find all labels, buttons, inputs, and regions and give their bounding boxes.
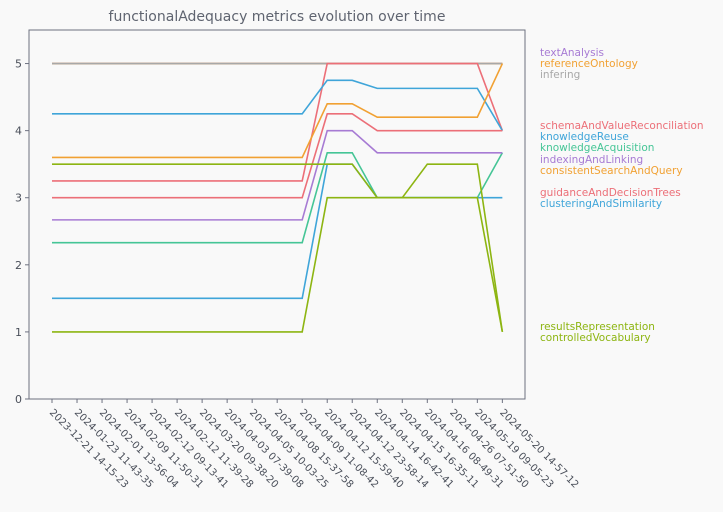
y-tick-label: 2: [15, 259, 22, 272]
series-line-knowledgeReuse: [52, 79, 504, 132]
series-label-consistentSearchAndQuery: consistentSearchAndQuery: [540, 165, 683, 177]
y-ticks: 0 1 2 3 4 5: [15, 58, 29, 406]
y-tick-label: 4: [15, 125, 22, 138]
series-line-indexingAndLinking: [52, 129, 503, 221]
series-label-clusteringAndSimilarity: clusteringAndSimilarity: [540, 198, 662, 210]
y-tick-label: 3: [15, 192, 22, 205]
series-label-knowledgeAcquisition: knowledgeAcquisition: [540, 142, 654, 154]
y-tick-label: 1: [15, 326, 22, 339]
series-label-knowledgeReuse: knowledgeReuse: [540, 131, 629, 143]
series-lines: [52, 62, 504, 333]
series-label-schemaAndValueReconciliation: schemaAndValueReconciliation: [540, 120, 704, 132]
series-label-textAnalysis: textAnalysis: [540, 47, 604, 59]
series-line-consistentSearchAndQuery: [52, 63, 504, 159]
y-tick-label: 5: [15, 58, 22, 71]
series-label-infering: infering: [540, 69, 580, 81]
series-line-controlledVocabulary: [52, 163, 504, 333]
series-label-guidanceAndDecisionTrees: guidanceAndDecisionTrees: [540, 187, 681, 199]
series-line-resultsRepresentation: [52, 163, 504, 333]
series-label-controlledVocabulary: controlledVocabulary: [540, 332, 651, 344]
series-line-schemaAndValueReconciliation: [52, 62, 504, 182]
y-tick-label: 0: [15, 393, 22, 406]
series-label-indexingAndLinking: indexingAndLinking: [540, 154, 643, 166]
series-line-guidanceAndDecisionTrees: [52, 113, 503, 199]
series-label-resultsRepresentation: resultsRepresentation: [540, 321, 655, 333]
chart-title: functionalAdequacy metrics evolution ove…: [109, 9, 446, 25]
series-label-referenceOntology: referenceOntology: [540, 58, 638, 70]
